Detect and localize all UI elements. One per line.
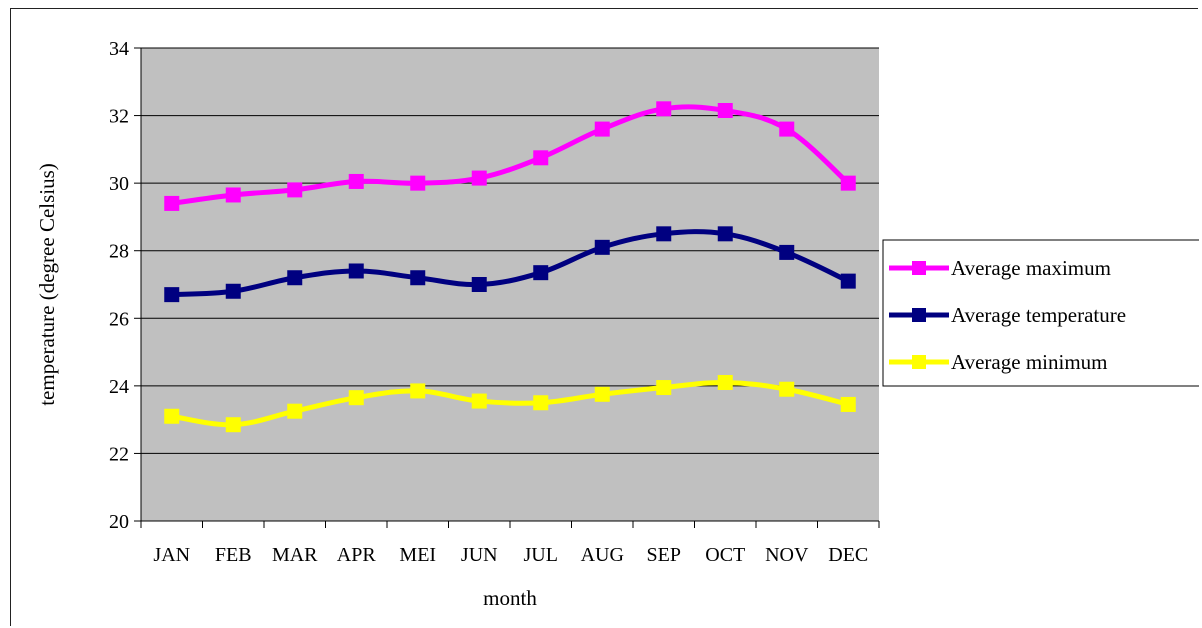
data-point — [779, 244, 795, 260]
legend-swatch-marker — [912, 308, 926, 322]
x-tick-labels: JAN FEB MAR APR MEI JUN JUL AUG SEP OCT NOV DEC — [153, 544, 868, 566]
x-tick-label: FEB — [215, 544, 252, 566]
x-axis-title: month — [483, 586, 537, 610]
series-group — [164, 101, 856, 433]
legend-item: Average maximum — [889, 256, 1111, 280]
line-chart: 20 22 24 26 28 30 32 34 JAN FEB MAR APR MEI JUN JUL AU… — [35, 38, 1199, 610]
y-tick-labels: 20 22 24 26 28 30 32 34 — [109, 38, 129, 533]
chart-frame: 20 22 24 26 28 30 32 34 JAN FEB MAR APR MEI JUN JUL AU… — [10, 8, 1199, 626]
legend-swatch-marker — [912, 261, 926, 275]
x-tick-label: JAN — [153, 544, 190, 566]
data-point — [164, 195, 180, 211]
y-tick-label: 20 — [109, 511, 129, 533]
legend-label: Average maximum — [951, 256, 1111, 280]
data-point — [348, 173, 364, 189]
data-point — [471, 170, 487, 186]
data-point — [225, 283, 241, 299]
data-point — [717, 226, 733, 242]
x-tick-label: OCT — [705, 544, 745, 566]
data-point — [533, 395, 549, 411]
series-average-minimum — [164, 374, 856, 433]
data-point — [656, 380, 672, 396]
data-point — [225, 417, 241, 433]
data-point — [348, 390, 364, 406]
data-point — [410, 270, 426, 286]
data-point — [779, 381, 795, 397]
x-tick-label: NOV — [765, 544, 809, 566]
data-point — [287, 182, 303, 198]
data-point — [410, 383, 426, 399]
data-point — [840, 273, 856, 289]
legend-swatch-marker — [912, 355, 926, 369]
data-point — [840, 175, 856, 191]
data-point — [410, 175, 426, 191]
x-tick-label: AUG — [581, 544, 624, 566]
x-tick-label: DEC — [828, 544, 868, 566]
data-point — [533, 265, 549, 281]
legend-label: Average minimum — [951, 350, 1108, 374]
x-tick-label: APR — [337, 544, 377, 566]
legend-item: Average temperature — [889, 303, 1126, 327]
data-point — [717, 374, 733, 390]
data-point — [287, 270, 303, 286]
y-tick-label: 22 — [109, 443, 129, 465]
legend-label: Average temperature — [951, 303, 1126, 327]
y-tick-label: 32 — [109, 106, 129, 128]
x-tick-label: JUL — [524, 544, 558, 566]
y-axis-title: temperature (degree Celsius) — [35, 163, 59, 406]
legend-item: Average minimum — [889, 350, 1108, 374]
data-point — [164, 408, 180, 424]
y-tick-label: 24 — [109, 376, 129, 398]
data-point — [840, 396, 856, 412]
y-tick-label: 26 — [109, 308, 129, 330]
data-point — [225, 187, 241, 203]
data-point — [471, 277, 487, 292]
data-point — [164, 287, 180, 303]
y-tick-label: 34 — [109, 38, 129, 60]
data-point — [471, 393, 487, 409]
data-point — [533, 150, 549, 166]
x-tick-label: SEP — [647, 544, 681, 566]
x-tick-label: MEI — [399, 544, 436, 566]
data-point — [656, 226, 672, 242]
x-tick-label: JUN — [461, 544, 498, 566]
series-average-temperature — [164, 226, 856, 303]
data-point — [594, 239, 610, 255]
series-average-maximum — [164, 101, 856, 211]
data-point — [656, 101, 672, 117]
y-tick-label: 28 — [109, 241, 129, 263]
legend: Average maximum Average temperature Averag… — [882, 239, 1199, 387]
data-point — [779, 121, 795, 137]
axes — [134, 47, 880, 528]
data-point — [594, 386, 610, 402]
data-point — [717, 103, 733, 119]
x-tick-label: MAR — [272, 544, 318, 566]
data-point — [594, 121, 610, 137]
y-tick-label: 30 — [109, 173, 129, 195]
data-point — [348, 263, 364, 279]
data-point — [287, 403, 303, 419]
